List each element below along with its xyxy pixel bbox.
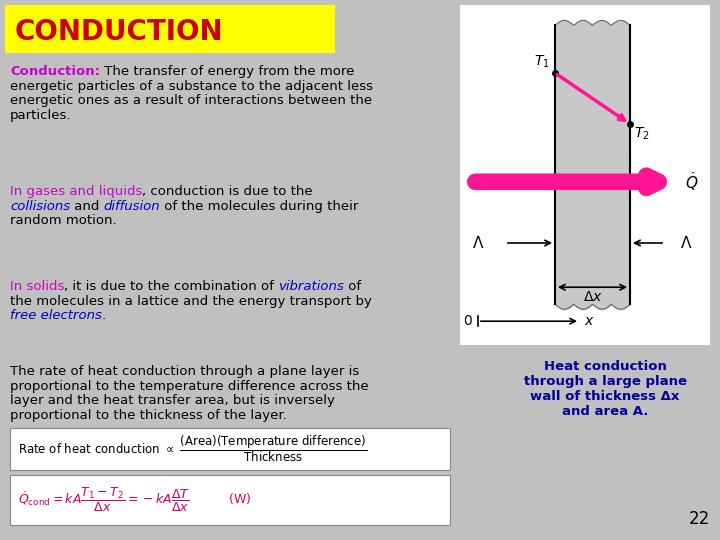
Text: 0: 0	[463, 314, 472, 328]
Text: $\dot{Q}$: $\dot{Q}$	[685, 170, 698, 193]
Text: The transfer of energy from the more: The transfer of energy from the more	[100, 65, 354, 78]
Bar	[460, 5, 710, 345]
Text: and: and	[70, 200, 104, 213]
Text: Heat conduction
through a large plane
wall of thickness Δx
and area A.: Heat conduction through a large plane wa…	[523, 360, 686, 418]
Text: CONDUCTION: CONDUCTION	[15, 18, 224, 46]
Text: Rate of heat conduction $\propto$ $\dfrac{\mathrm{(Area)(Temperature\ difference: Rate of heat conduction $\propto$ $\dfra…	[18, 434, 367, 464]
Text: layer and the heat transfer area, but is inversely: layer and the heat transfer area, but is…	[10, 394, 335, 408]
Text: energetic ones as a result of interactions between the: energetic ones as a result of interactio…	[10, 94, 372, 107]
Text: proportional to the thickness of the layer.: proportional to the thickness of the lay…	[10, 409, 287, 422]
Text: collisions: collisions	[10, 200, 70, 213]
Text: $x$: $x$	[584, 314, 595, 328]
Text: particles.: particles.	[10, 109, 71, 122]
Text: The rate of heat conduction through a plane layer is: The rate of heat conduction through a pl…	[10, 365, 359, 378]
Bar	[10, 428, 450, 470]
Text: $\Delta x$: $\Delta x$	[582, 290, 603, 304]
Text: $\Lambda$: $\Lambda$	[472, 235, 485, 251]
Text: In gases and liquids: In gases and liquids	[10, 185, 143, 198]
Text: In solids: In solids	[10, 280, 64, 293]
Text: the molecules in a lattice and the energy transport by: the molecules in a lattice and the energ…	[10, 295, 372, 308]
Text: $\Lambda$: $\Lambda$	[680, 235, 693, 251]
Text: , it is due to the combination of: , it is due to the combination of	[64, 280, 279, 293]
Text: , conduction is due to the: , conduction is due to the	[143, 185, 313, 198]
Text: proportional to the temperature difference across the: proportional to the temperature differen…	[10, 380, 369, 393]
Bar	[10, 475, 450, 525]
Text: energetic particles of a substance to the adjacent less: energetic particles of a substance to th…	[10, 80, 373, 93]
Text: random motion.: random motion.	[10, 214, 117, 227]
Text: Conduction:: Conduction:	[10, 65, 100, 78]
Text: of: of	[344, 280, 361, 293]
Text: free electrons: free electrons	[10, 309, 102, 322]
Text: $\dot{Q}_{\mathrm{cond}} = kA\dfrac{T_1 - T_2}{\Delta x} = -kA\dfrac{\Delta T}{\: $\dot{Q}_{\mathrm{cond}} = kA\dfrac{T_1 …	[18, 486, 252, 514]
Text: 22: 22	[689, 510, 710, 528]
Bar	[555, 25, 630, 304]
Text: .: .	[102, 309, 106, 322]
Text: of the molecules during their: of the molecules during their	[161, 200, 359, 213]
Text: $T_1$: $T_1$	[534, 53, 550, 70]
Bar	[5, 5, 335, 53]
Text: diffusion: diffusion	[104, 200, 161, 213]
Text: vibrations: vibrations	[279, 280, 344, 293]
Text: $T_2$: $T_2$	[634, 126, 649, 143]
